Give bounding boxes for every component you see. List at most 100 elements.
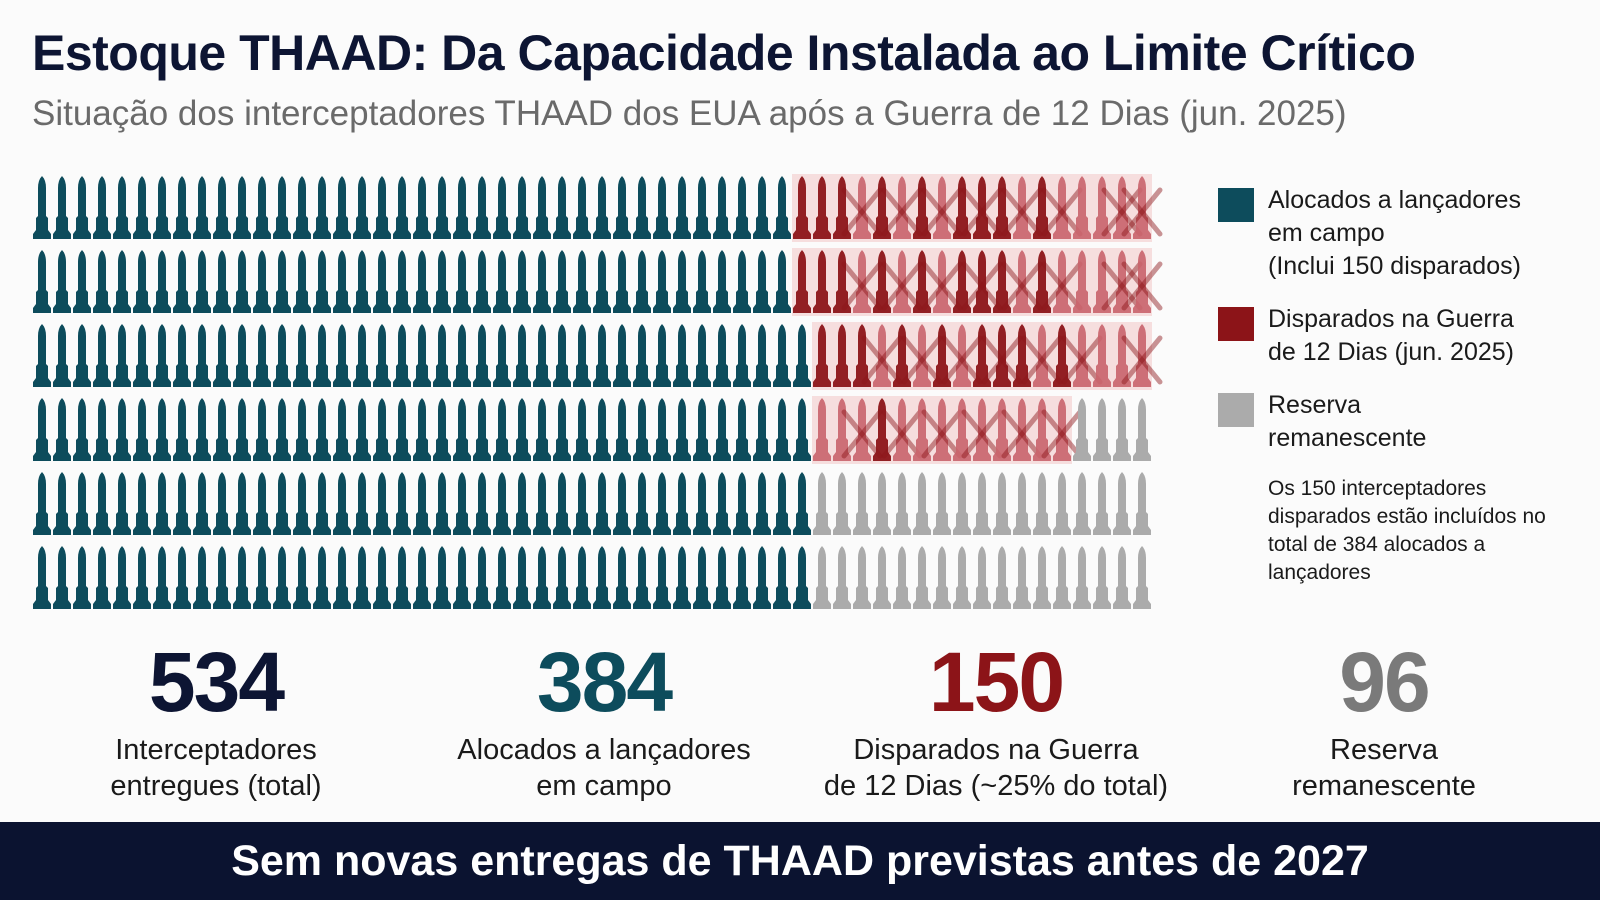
missile-icon: [833, 546, 851, 609]
missile-icon: [713, 324, 731, 387]
missile-icon: [733, 546, 751, 609]
cross-mark-icon: [961, 409, 1003, 459]
stat-label: Disparados na Guerra de 12 Dias (~25% do…: [796, 732, 1196, 804]
missile-icon: [153, 398, 171, 461]
missile-icon: [1133, 398, 1151, 461]
page-title: Estoque THAAD: Da Capacidade Instalada a…: [32, 25, 1416, 81]
missile-icon: [573, 176, 591, 239]
cross-mark-icon: [1001, 409, 1043, 459]
cross-mark-icon: [1121, 335, 1163, 385]
page-subtitle: Situação dos interceptadores THAAD dos E…: [32, 94, 1347, 133]
missile-icon: [513, 472, 531, 535]
missile-icon: [313, 324, 331, 387]
missile-icon: [493, 398, 511, 461]
missile-icon: [573, 398, 591, 461]
missile-icon: [213, 546, 231, 609]
missile-icon: [653, 398, 671, 461]
fired-highlight: [792, 248, 1152, 316]
missile-icon: [893, 546, 911, 609]
missile-icon: [333, 398, 351, 461]
missile-icon: [813, 546, 831, 609]
missile-icon: [713, 250, 731, 313]
missile-icon: [1073, 546, 1091, 609]
missile-icon: [773, 176, 791, 239]
missile-icon: [213, 250, 231, 313]
pictogram-grid: [33, 174, 1163, 609]
missile-icon: [453, 472, 471, 535]
cross-mark-icon: [1021, 335, 1063, 385]
missile-icon: [153, 250, 171, 313]
missile-icon: [553, 324, 571, 387]
missile-icon: [973, 398, 991, 461]
missile-icon: [993, 546, 1011, 609]
missile-icon: [653, 472, 671, 535]
missile-icon: [373, 546, 391, 609]
footer-banner: Sem novas entregas de THAAD previstas an…: [0, 822, 1600, 900]
missile-icon: [973, 546, 991, 609]
missile-icon: [113, 324, 131, 387]
cross-mark-icon: [1041, 261, 1083, 311]
missile-icon: [653, 250, 671, 313]
missile-icon: [393, 398, 411, 461]
missile-icon: [733, 472, 751, 535]
missile-icon: [873, 398, 891, 461]
cross-mark-icon: [881, 409, 923, 459]
missile-icon: [353, 176, 371, 239]
missile-icon: [73, 546, 91, 609]
missile-icon: [653, 546, 671, 609]
missile-icon: [833, 398, 851, 461]
missile-icon: [173, 546, 191, 609]
cross-mark-icon: [1101, 261, 1143, 311]
missile-icon: [33, 324, 51, 387]
cross-mark-icon: [1001, 187, 1043, 237]
missile-icon: [633, 472, 651, 535]
missile-icon: [713, 546, 731, 609]
missile-icon: [913, 176, 931, 239]
missile-icon: [593, 176, 611, 239]
missile-icon: [693, 546, 711, 609]
missile-icon: [573, 324, 591, 387]
missile-icon: [793, 546, 811, 609]
missile-icon: [1093, 472, 1111, 535]
stat-label-line: Reserva: [1330, 734, 1438, 766]
missile-icon: [573, 472, 591, 535]
missile-icon: [133, 472, 151, 535]
missile-icon: [333, 250, 351, 313]
missile-icon: [733, 324, 751, 387]
missile-icon: [353, 250, 371, 313]
missile-icon: [973, 176, 991, 239]
missile-icon: [653, 176, 671, 239]
missile-icon: [213, 472, 231, 535]
missile-icon: [933, 250, 951, 313]
missile-icon: [1013, 398, 1031, 461]
missile-icon: [693, 398, 711, 461]
missile-icon: [53, 546, 71, 609]
missile-icon: [533, 250, 551, 313]
missile-icon: [493, 472, 511, 535]
missile-icon: [133, 546, 151, 609]
missile-icon: [93, 250, 111, 313]
missile-icon: [533, 324, 551, 387]
stats-row: 534 Interceptadores entregues (total) 38…: [0, 640, 1600, 810]
missile-icon: [153, 472, 171, 535]
missile-icon: [493, 546, 511, 609]
missile-icon: [833, 250, 851, 313]
missile-icon: [1133, 324, 1151, 387]
missile-icon: [773, 324, 791, 387]
missile-icon: [613, 250, 631, 313]
missile-icon: [293, 250, 311, 313]
missile-icon: [373, 324, 391, 387]
cross-mark-icon: [841, 409, 883, 459]
missile-icon: [353, 546, 371, 609]
missile-icon: [873, 324, 891, 387]
missile-icon: [93, 176, 111, 239]
missile-icon: [73, 324, 91, 387]
missile-icon: [933, 324, 951, 387]
missile-icon: [853, 398, 871, 461]
legend: Alocados a lançadores em campo (Inclui 1…: [1218, 184, 1588, 587]
stat-value: 384: [536, 635, 673, 729]
missile-icon: [573, 250, 591, 313]
missile-icon: [393, 250, 411, 313]
missile-icon: [253, 176, 271, 239]
missile-icon: [113, 250, 131, 313]
